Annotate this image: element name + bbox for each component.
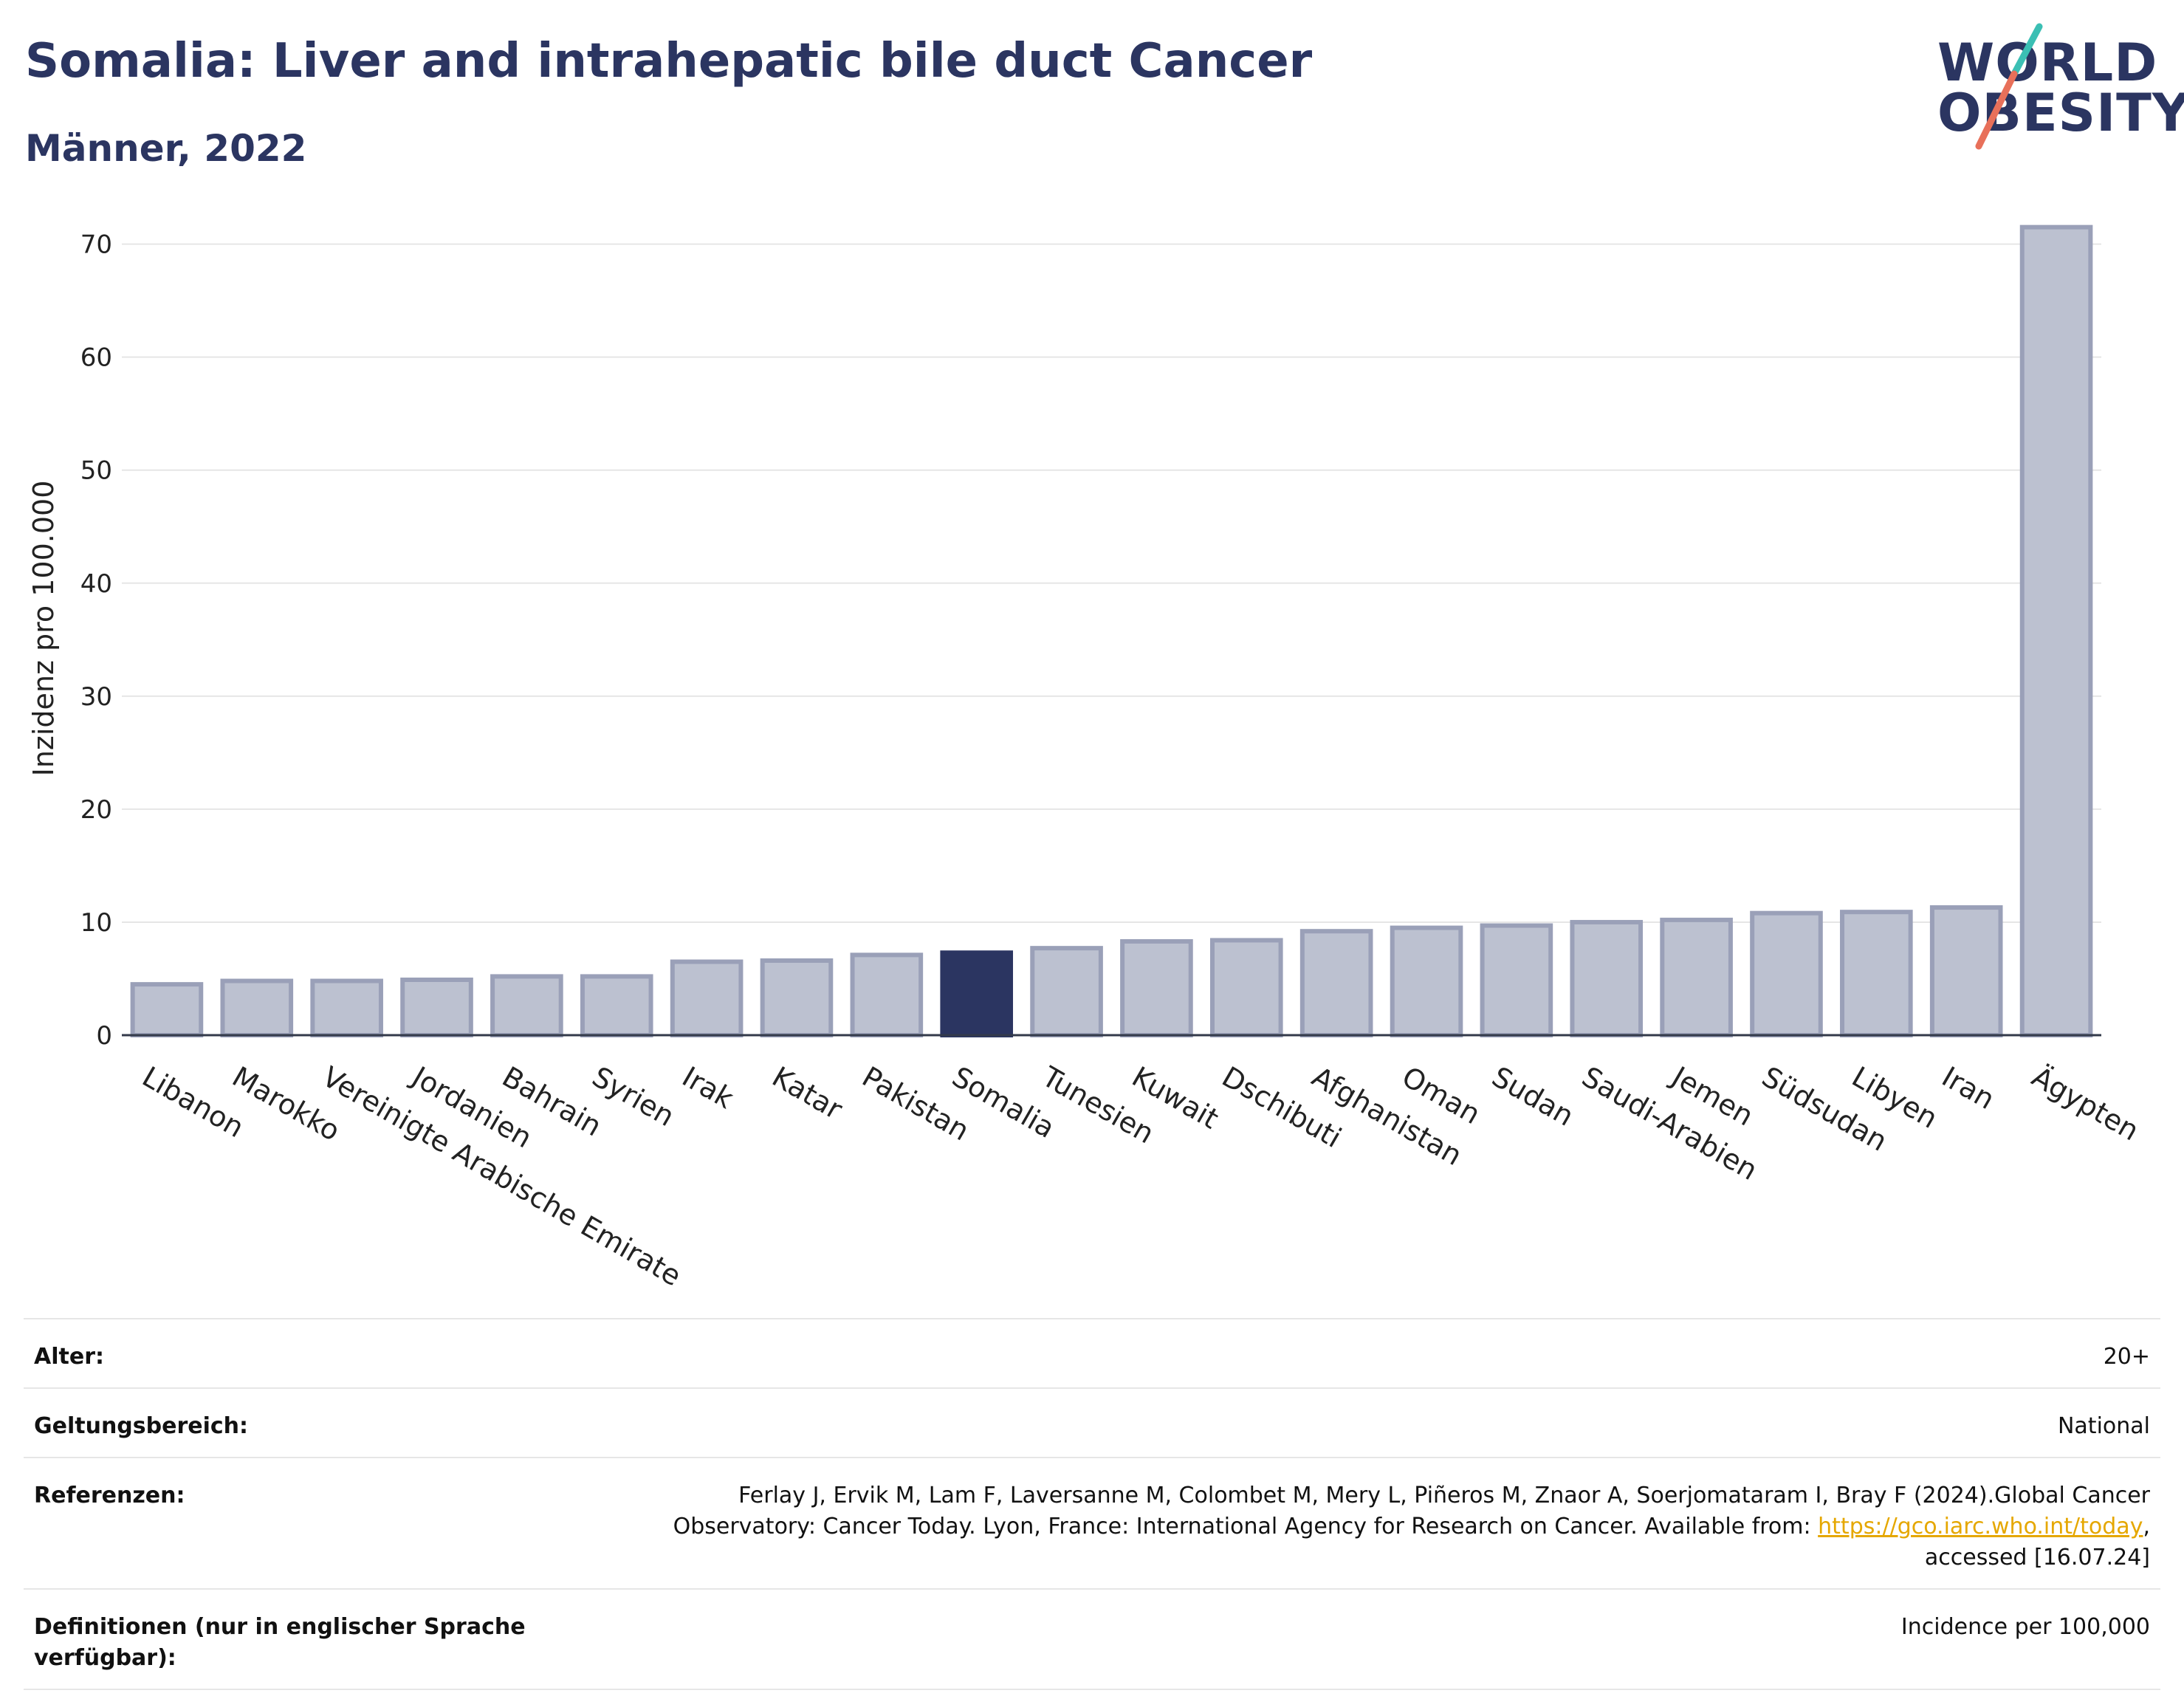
x-tick-label: Ägypten <box>2027 1060 2145 1147</box>
logo-slash-icon <box>1975 23 2043 150</box>
bar-jemen <box>1660 917 1733 1037</box>
info-row-age: Alter: 20+ <box>24 1318 2160 1387</box>
bar-libyen <box>1840 910 1913 1037</box>
y-tick-label: 0 <box>96 1021 112 1051</box>
info-key-references: Referenzen: <box>34 1483 185 1508</box>
x-tick-label: Iran <box>1937 1060 2000 1116</box>
info-table: Alter: 20+ Geltungsbereich: National Ref… <box>24 1318 2160 1690</box>
info-value-scope: National <box>2057 1413 2150 1439</box>
reference-text: Ferlay J, Ervik M, Lam F, Laversanne M, … <box>673 1483 2150 1539</box>
bar-ägypten <box>2019 224 2093 1037</box>
info-row-scope: Geltungsbereich: National <box>24 1387 2160 1457</box>
bar-oman <box>1390 925 1463 1037</box>
info-value-age: 20+ <box>2103 1344 2150 1370</box>
info-row-references: Referenzen: Ferlay J, Ervik M, Lam F, La… <box>24 1457 2160 1588</box>
y-tick-label: 30 <box>80 682 112 712</box>
bar-libanon <box>130 982 204 1037</box>
info-value-references: Ferlay J, Ervik M, Lam F, Laversanne M, … <box>636 1480 2150 1573</box>
bar-dschibuti <box>1209 938 1283 1038</box>
logo-line-1: WORLD <box>1937 32 2158 93</box>
y-axis-ticks: 0 10 20 30 40 50 60 70 <box>80 230 112 1051</box>
bar-marokko <box>220 978 294 1037</box>
bar-katar <box>760 958 834 1037</box>
reference-accessed: , accessed [16.07.24] <box>1924 1514 2150 1570</box>
y-tick-label: 20 <box>80 795 112 825</box>
y-tick-label: 10 <box>80 908 112 938</box>
bar-saudi-arabien <box>1570 919 1644 1038</box>
y-tick-label: 40 <box>80 569 112 599</box>
bar-irak <box>670 959 744 1038</box>
info-value-definitions: Incidence per 100,000 <box>1900 1614 2150 1640</box>
info-key-definitions: Definitionen (nur in englischer Sprache … <box>34 1614 526 1671</box>
world-obesity-logo: WORLD OBESITY <box>1920 22 2184 155</box>
page-title: Somalia: Liver and intrahepatic bile duc… <box>25 34 1313 89</box>
info-row-definitions: Definitionen (nur in englischer Sprache … <box>24 1588 2160 1690</box>
y-axis-title: Inzidenz pro 100.000 <box>27 481 60 777</box>
x-tick-label: Libanon <box>137 1060 249 1144</box>
bar-südsudan <box>1750 910 1823 1037</box>
info-key-scope: Geltungsbereich: <box>34 1413 249 1439</box>
bar-pakistan <box>850 952 924 1038</box>
logo-line-2: OBESITY <box>1937 83 2184 143</box>
y-tick-label: 60 <box>80 343 112 373</box>
chart-grid <box>122 243 2101 923</box>
x-tick-label: Katar <box>766 1060 848 1126</box>
bar-bahrain <box>490 974 563 1038</box>
bar-chart: 0 10 20 30 40 50 60 70 LibanonMarokkoVereinigte… <box>27 224 2144 1293</box>
info-key-age: Alter: <box>34 1344 104 1370</box>
bar-tunesien <box>1030 946 1103 1037</box>
bar-kuwait <box>1120 938 1193 1037</box>
bar-syrien <box>580 974 653 1038</box>
x-tick-label: Irak <box>677 1060 739 1115</box>
chart-bars <box>130 224 2093 1038</box>
bar-afghanistan <box>1299 929 1373 1037</box>
bar-jordanien <box>400 978 473 1038</box>
page-subtitle: Männer, 2022 <box>25 127 307 170</box>
bar-somalia <box>940 950 1014 1037</box>
y-tick-label: 50 <box>80 456 112 486</box>
bar-sudan <box>1480 923 1553 1038</box>
reference-link[interactable]: https://gco.iarc.who.int/today <box>1818 1514 2143 1539</box>
x-tick-label: Sudan <box>1486 1060 1579 1133</box>
y-tick-label: 70 <box>80 230 112 260</box>
bar-vereinigte-arabische-emirate <box>310 978 383 1037</box>
bar-iran <box>1929 905 2003 1038</box>
